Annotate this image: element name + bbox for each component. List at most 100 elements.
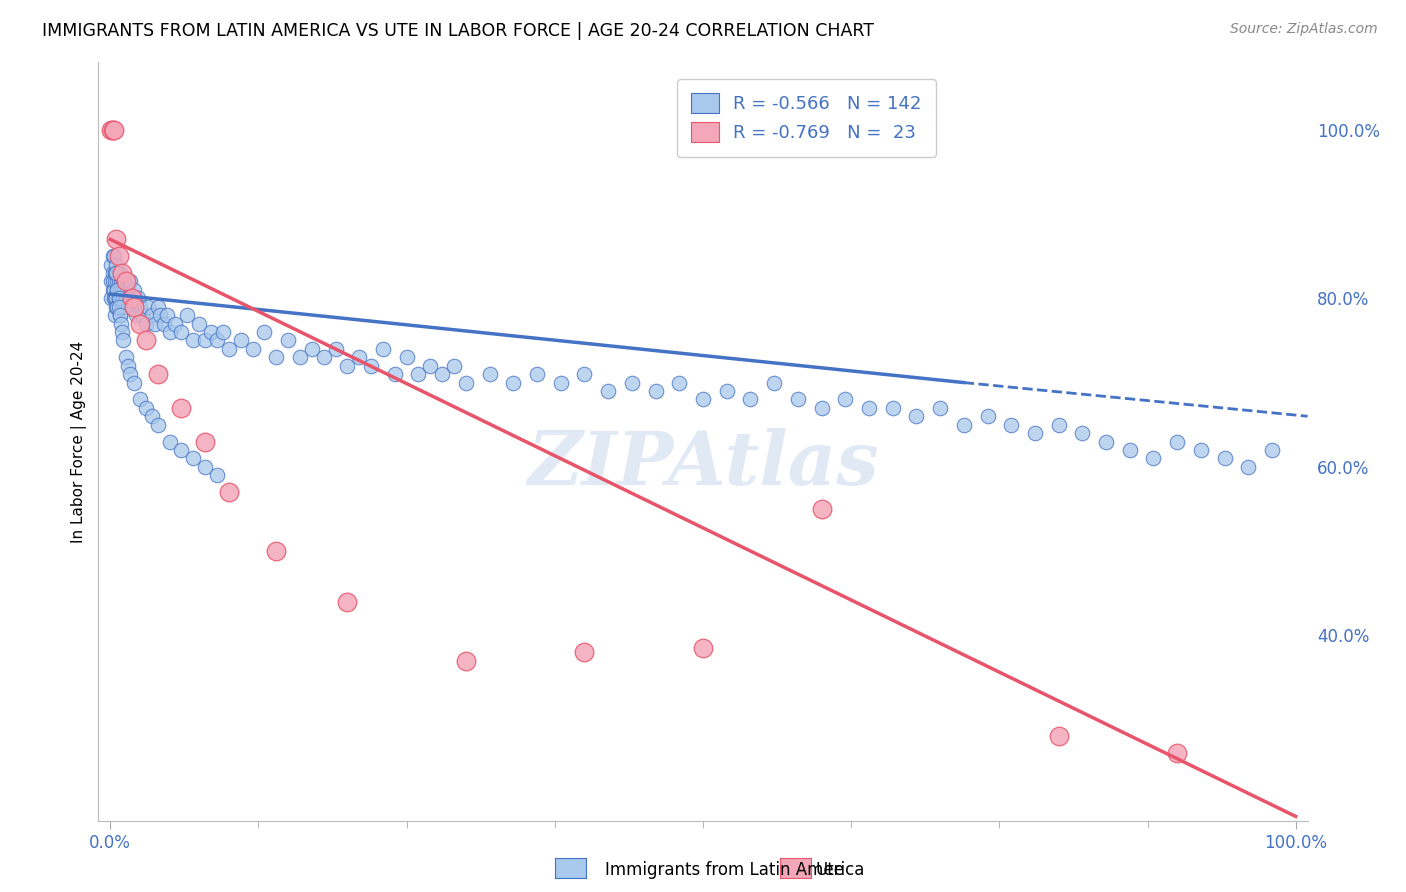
Point: [834, 392, 856, 407]
Point: [432, 367, 454, 381]
Point: [146, 417, 169, 432]
Point: [108, 308, 131, 322]
Point: [200, 325, 222, 339]
Point: [121, 291, 143, 305]
Point: [111, 325, 134, 339]
Point: [129, 392, 152, 407]
Point: [1261, 442, 1284, 457]
Point: [550, 376, 572, 390]
Point: [107, 300, 129, 314]
Point: [114, 275, 136, 289]
Point: [129, 317, 152, 331]
Point: [110, 275, 132, 289]
Point: [101, 283, 124, 297]
Point: [976, 409, 998, 424]
Point: [105, 300, 128, 314]
Point: [135, 401, 157, 415]
Point: [810, 401, 832, 415]
Point: [1047, 417, 1070, 432]
Point: [115, 275, 138, 289]
Point: [105, 232, 128, 246]
Point: [111, 283, 134, 297]
Point: [120, 275, 142, 289]
Point: [103, 291, 125, 305]
Point: [188, 317, 211, 331]
Legend: R = -0.566   N = 142, R = -0.769   N =  23: R = -0.566 N = 142, R = -0.769 N = 23: [678, 79, 936, 157]
Point: [598, 384, 620, 398]
Point: [325, 342, 347, 356]
Point: [114, 283, 136, 297]
Point: [103, 249, 125, 263]
Point: [159, 434, 181, 449]
Point: [242, 342, 264, 356]
Point: [301, 342, 323, 356]
Point: [205, 334, 228, 348]
Point: [170, 325, 193, 339]
Point: [110, 317, 132, 331]
Point: [858, 401, 880, 415]
Point: [156, 308, 179, 322]
Point: [740, 392, 762, 407]
Point: [143, 317, 166, 331]
Point: [212, 325, 235, 339]
Point: [1213, 451, 1236, 466]
Point: [253, 325, 276, 339]
Y-axis label: In Labor Force | Age 20-24: In Labor Force | Age 20-24: [72, 341, 87, 542]
Point: [121, 291, 143, 305]
Point: [146, 300, 169, 314]
Point: [1071, 426, 1094, 441]
Point: [117, 300, 139, 314]
Point: [443, 359, 465, 373]
Point: [141, 308, 163, 322]
Point: [112, 334, 135, 348]
Point: [127, 291, 149, 305]
Point: [478, 367, 501, 381]
Point: [526, 367, 548, 381]
Point: [112, 275, 135, 289]
Text: Ute: Ute: [815, 861, 845, 879]
Point: [218, 342, 240, 356]
Point: [882, 401, 904, 415]
Point: [810, 502, 832, 516]
Point: [194, 459, 217, 474]
Point: [159, 325, 181, 339]
Point: [1189, 442, 1212, 457]
Point: [105, 275, 128, 289]
Point: [107, 291, 129, 305]
Point: [277, 334, 299, 348]
Point: [336, 594, 359, 608]
Point: [288, 351, 311, 365]
Text: Immigrants from Latin America: Immigrants from Latin America: [605, 861, 863, 879]
Text: Source: ZipAtlas.com: Source: ZipAtlas.com: [1230, 22, 1378, 37]
Point: [264, 351, 287, 365]
Point: [395, 351, 418, 365]
Point: [131, 308, 153, 322]
Point: [122, 283, 145, 297]
Point: [905, 409, 928, 424]
Point: [1024, 426, 1046, 441]
Point: [105, 291, 128, 305]
Point: [763, 376, 786, 390]
Point: [716, 384, 738, 398]
Point: [107, 249, 129, 263]
Point: [1166, 746, 1188, 760]
Point: [229, 334, 252, 348]
Point: [170, 401, 193, 415]
Point: [574, 367, 596, 381]
Point: [107, 266, 129, 280]
Point: [108, 308, 131, 322]
Point: [108, 283, 131, 297]
Point: [194, 434, 217, 449]
Point: [786, 392, 808, 407]
Point: [1119, 442, 1142, 457]
Point: [181, 451, 204, 466]
Point: [419, 359, 441, 373]
Point: [1095, 434, 1118, 449]
Point: [454, 376, 477, 390]
Point: [105, 266, 128, 280]
Point: [104, 275, 127, 289]
Point: [105, 266, 128, 280]
Point: [264, 544, 287, 558]
Point: [122, 376, 145, 390]
Point: [165, 317, 187, 331]
